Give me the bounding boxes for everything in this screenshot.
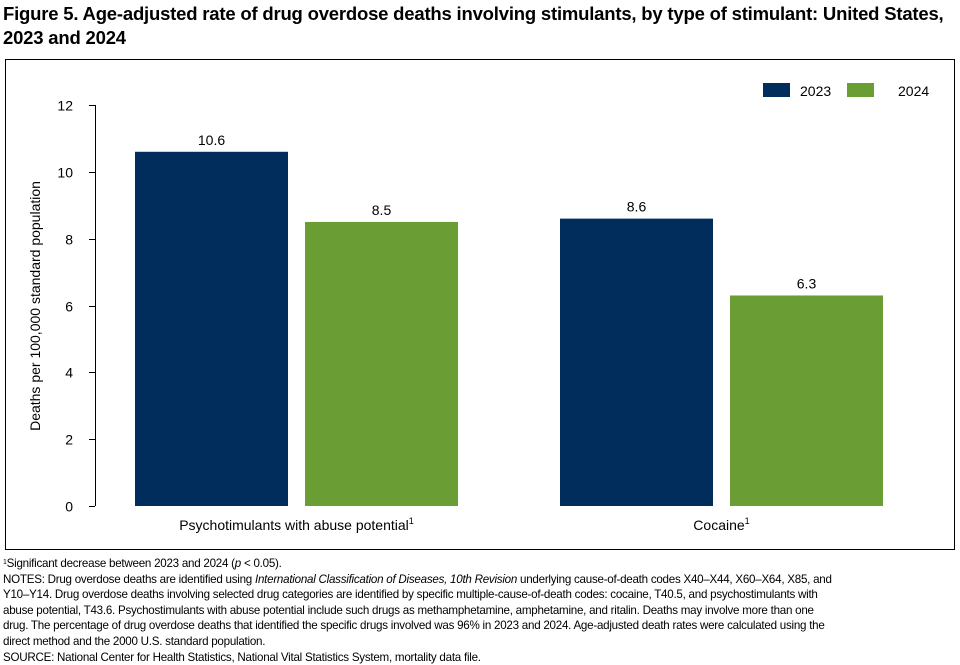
y-tick-label: 10 xyxy=(57,165,73,181)
notes-text: NOTES: Drug overdose deaths are identifi… xyxy=(3,572,255,586)
y-tick-label: 2 xyxy=(65,432,73,448)
legend-swatch-2024 xyxy=(847,83,874,97)
data-label: 8.5 xyxy=(372,202,392,218)
category-name: Psychotimulants with abuse potential xyxy=(179,517,409,533)
notes-italic: International Classification of Diseases… xyxy=(254,572,518,586)
notes-line-4: drug. The percentage of drug overdose de… xyxy=(3,619,825,633)
y-tick-label: 6 xyxy=(65,299,73,315)
legend-label: 2023 xyxy=(800,83,831,99)
data-label: 6.3 xyxy=(797,275,817,291)
bar-2023-1 xyxy=(560,218,713,506)
footnote-p: p xyxy=(234,557,241,570)
category-label: Psychotimulants with abuse potential1 xyxy=(179,516,414,533)
category-labels: Psychotimulants with abuse potential1 Coc… xyxy=(179,516,749,533)
notes-line-2: Y10–Y14. Drug overdose deaths involving … xyxy=(3,588,818,602)
footnote: 1Significant decrease between 2023 and 2… xyxy=(3,556,960,572)
category-label: Cocaine1 xyxy=(693,516,749,533)
footnote-text: Significant decrease between 2023 and 20… xyxy=(6,557,235,570)
legend-label: 2024 xyxy=(898,83,929,99)
bar-2023-0 xyxy=(135,151,288,507)
data-label: 8.6 xyxy=(627,199,647,215)
category-superscript: 1 xyxy=(409,516,414,526)
y-axis-label: Deaths per 100,000 standard population xyxy=(27,181,43,431)
legend-swatch-2023 xyxy=(763,83,790,97)
source: SOURCE: National Center for Health Stati… xyxy=(3,650,481,664)
notes-line-3: abuse potential, T43.6. Psychostimulants… xyxy=(3,603,814,617)
y-tick-label: 4 xyxy=(65,365,73,381)
bar-2024-1 xyxy=(730,295,883,506)
footnote-text-end: < 0.05). xyxy=(241,557,282,570)
category-superscript: 1 xyxy=(745,516,750,526)
chart-frame xyxy=(5,59,955,550)
legend: 2023 2024 xyxy=(763,83,929,99)
bar-chart: 0 2 4 6 8 10 12 10.6 8.6 8.5 6.3 Psychotimulants … xyxy=(5,59,955,550)
bars xyxy=(135,151,883,507)
y-tick-label: 12 xyxy=(57,98,73,114)
category-name: Cocaine xyxy=(693,517,745,533)
notes-line-5: direct method and the 2000 U.S. standard… xyxy=(3,634,266,648)
data-labels: 10.6 8.6 8.5 6.3 xyxy=(198,132,817,292)
chart-title: Figure 5. Age-adjusted rate of drug over… xyxy=(3,3,944,48)
notes-line-1: NOTES: Drug overdose deaths are identifi… xyxy=(3,572,960,588)
notes-text: underlying cause-of-death codes X40–X44,… xyxy=(517,572,832,586)
notes: 1Significant decrease between 2023 and 2… xyxy=(3,556,960,665)
y-tick-label: 8 xyxy=(65,232,73,248)
y-tick-label: 0 xyxy=(65,499,73,515)
y-axis: 0 2 4 6 8 10 12 xyxy=(57,98,96,515)
footnote-mark: 1 xyxy=(3,559,7,566)
bar-2024-0 xyxy=(305,221,458,507)
data-label: 10.6 xyxy=(198,132,225,148)
